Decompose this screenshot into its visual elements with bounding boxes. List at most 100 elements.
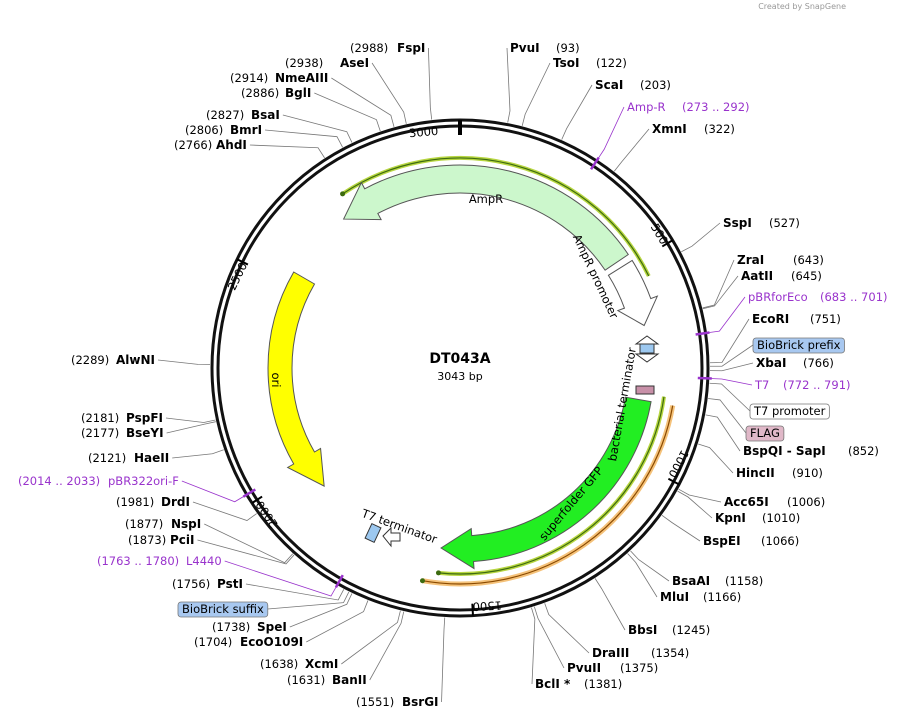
feature-ampr <box>342 164 629 271</box>
site-leader <box>544 603 590 654</box>
site-position: (2988) <box>350 41 388 55</box>
site-name: BbsI <box>628 623 657 637</box>
primer-leader <box>181 480 246 503</box>
site-leader <box>702 259 735 309</box>
site-leader <box>677 490 713 519</box>
site-position: (1631) <box>287 673 325 687</box>
feature-ori <box>267 271 325 487</box>
site-name: KpnI <box>715 511 746 525</box>
site-leader <box>282 114 353 143</box>
site-name: AseI <box>340 56 369 70</box>
site-position: (2806) <box>185 123 223 137</box>
site-position: (1245) <box>672 623 710 637</box>
ring-tick <box>236 258 249 266</box>
feature-gfp <box>440 396 652 570</box>
site-leader <box>265 129 343 148</box>
primer-site <box>697 376 712 380</box>
site-name: BsaI <box>251 108 280 122</box>
site-name: AhdI <box>216 138 247 152</box>
primer-leader <box>224 560 338 597</box>
feature-ampr-promoter <box>607 259 659 327</box>
site-leader <box>533 606 565 669</box>
site-name: PspFI <box>126 411 163 425</box>
site-position: (1158) <box>725 574 763 588</box>
site-leader <box>172 449 224 459</box>
site-name: XbaI <box>756 356 786 370</box>
site-name: NspI <box>171 517 201 531</box>
site-position: (2886) <box>241 86 279 100</box>
site-position: (2938) <box>285 56 323 70</box>
site-name: AlwNI <box>116 353 155 367</box>
site-leader <box>428 47 433 120</box>
primer-name: pBR322ori-F <box>108 474 179 488</box>
annotation-label: FLAG <box>750 426 780 440</box>
t7-terminator-glyph <box>364 522 382 544</box>
primer-range: (273 .. 292) <box>682 100 750 114</box>
site-name: NmeAIII <box>275 71 328 85</box>
site-name: BclI * <box>535 677 571 691</box>
site-position: (852) <box>848 444 879 458</box>
annotation-label: BioBrick prefix <box>757 338 841 352</box>
site-position: (1756) <box>172 577 210 591</box>
annotation-label: T7 promoter <box>753 404 826 418</box>
credit: Created by SnapGene <box>758 2 846 11</box>
site-name: XcmI <box>305 657 338 671</box>
annotation-leader <box>709 382 751 412</box>
site-name: ZraI <box>737 253 764 267</box>
terminator-glyph <box>639 343 655 354</box>
primer-site <box>334 574 344 588</box>
site-position: (527) <box>769 216 800 230</box>
site-position: (1354) <box>651 646 689 660</box>
primer-name: pBRforEco <box>748 290 808 304</box>
site-name: SspI <box>723 216 752 230</box>
site-name: PstI <box>217 577 243 591</box>
ring-label: 1500 <box>472 598 502 614</box>
site-name: BsaAI <box>672 574 710 588</box>
site-position: (2181) <box>81 411 119 425</box>
site-position: (766) <box>803 356 834 370</box>
primer-range: (683 .. 701) <box>820 290 888 304</box>
site-leader <box>204 523 294 564</box>
site-leader <box>705 414 741 452</box>
site-name: PciI <box>170 533 195 547</box>
plasmid-name: DT043A <box>429 351 490 367</box>
site-position: (2827) <box>206 108 244 122</box>
site-position: (2289) <box>71 353 109 367</box>
site-position: (1066) <box>761 534 799 548</box>
site-leader <box>192 501 257 521</box>
site-leader <box>594 578 626 631</box>
ring-tick <box>667 477 680 486</box>
site-position: (1981) <box>116 495 154 509</box>
site-leader <box>165 417 216 423</box>
site-position: (2914) <box>230 71 268 85</box>
site-position: (645) <box>791 269 822 283</box>
site-position: (2766) <box>174 138 212 152</box>
ring-label: 2000 <box>253 498 281 530</box>
site-name: AatII <box>741 269 773 283</box>
site-leader <box>369 611 405 681</box>
site-leader <box>441 617 446 703</box>
primer-name: L4440 <box>186 554 222 568</box>
site-leader <box>314 92 381 132</box>
site-name: BglI <box>285 86 311 100</box>
site-leader <box>709 318 750 364</box>
primer-leader <box>709 378 753 386</box>
site-name: EcoO109I <box>240 635 303 649</box>
site-position: (643) <box>793 253 824 267</box>
annotation-leader <box>708 398 747 434</box>
site-leader <box>709 362 754 372</box>
site-name: HincII <box>736 466 775 480</box>
site-name: PvuII <box>567 661 601 675</box>
site-leader <box>630 550 670 582</box>
site-position: (1381) <box>584 677 622 691</box>
site-leader <box>306 600 369 643</box>
site-leader <box>331 77 395 127</box>
annotation-box <box>177 601 269 618</box>
site-position: (1551) <box>356 695 394 709</box>
site-position: (1006) <box>787 495 825 509</box>
site-position: (203) <box>640 78 671 92</box>
primer-site <box>695 331 710 336</box>
arc-end <box>419 578 425 584</box>
annotation-box <box>752 337 845 354</box>
site-position: (1010) <box>762 511 800 525</box>
